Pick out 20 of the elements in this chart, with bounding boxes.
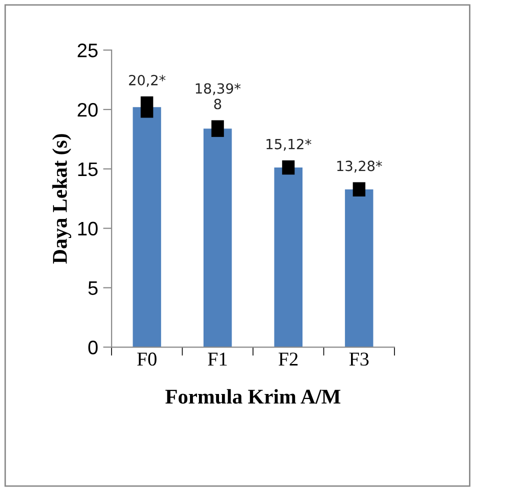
data-label: 20,2* bbox=[129, 74, 166, 87]
bar bbox=[132, 107, 162, 348]
x-tick-label: F1 bbox=[208, 352, 227, 366]
bar bbox=[204, 128, 232, 348]
bar bbox=[344, 189, 374, 348]
y-tick-label: 15 bbox=[78, 162, 98, 176]
data-label: 15,12* bbox=[266, 138, 312, 151]
y-tick-label: 5 bbox=[88, 281, 98, 295]
data-label: 13,28* bbox=[337, 160, 382, 173]
y-tick-label: 20 bbox=[78, 102, 98, 117]
bar bbox=[274, 167, 303, 348]
x-axis-title: Formula Krim A/M bbox=[165, 389, 340, 404]
x-tick-label: F0 bbox=[137, 352, 156, 366]
x-tick-label: F2 bbox=[278, 352, 298, 366]
data-label: 18,39* 8 bbox=[196, 83, 241, 110]
y-tick-label: 25 bbox=[78, 44, 98, 58]
y-axis-title: Daya Lekat (s) bbox=[52, 134, 72, 264]
x-tick-label: F3 bbox=[349, 352, 369, 366]
y-tick-label: 10 bbox=[78, 222, 98, 236]
y-tick-label: 0 bbox=[88, 340, 98, 354]
